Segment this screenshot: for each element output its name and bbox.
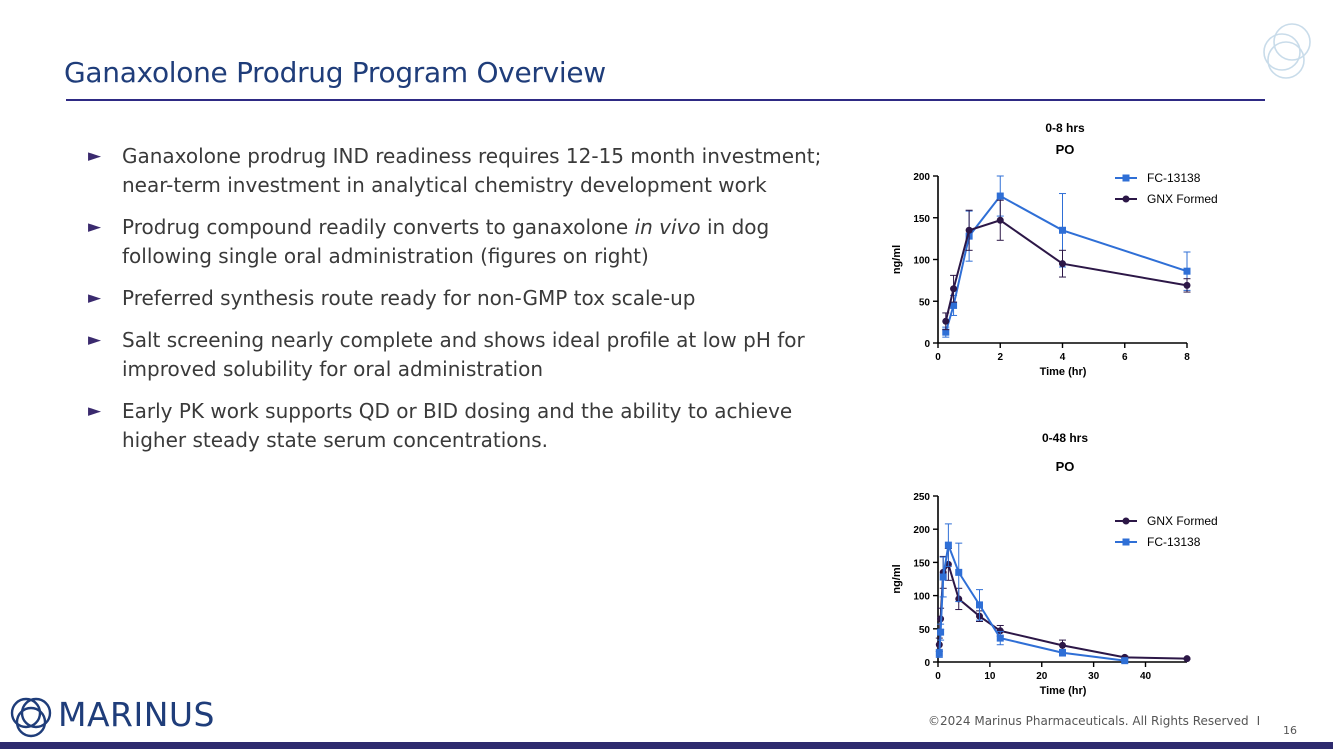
x-tick-label: 4 xyxy=(1060,352,1066,363)
legend-label: GNX Formed xyxy=(1147,192,1218,206)
bullet-text: Preferred synthesis route ready for non-… xyxy=(122,286,696,310)
x-tick-label: 0 xyxy=(935,671,941,682)
y-tick-label: 150 xyxy=(913,558,930,569)
footer-separator: I xyxy=(1256,714,1261,728)
y-tick-label: 0 xyxy=(924,658,930,669)
bullet-item: ► Prodrug compound readily converts to ga… xyxy=(88,213,848,271)
marinus-logo-icon xyxy=(10,697,52,738)
bullet-item: ► Early PK work supports QD or BID dosing… xyxy=(88,397,848,455)
copyright-text: ©2024 Marinus Pharmaceuticals. All Right… xyxy=(928,714,1249,728)
page-title: Ganaxolone Prodrug Program Overview xyxy=(64,56,606,89)
x-tick-label: 10 xyxy=(984,671,996,682)
data-point xyxy=(1183,281,1191,289)
data-point xyxy=(935,649,943,657)
bullet-item: ► Salt screening nearly complete and show… xyxy=(88,326,848,384)
data-point xyxy=(950,301,958,309)
data-point xyxy=(955,568,963,576)
bullet-text-italic: in vivo xyxy=(634,215,701,239)
data-point xyxy=(942,317,950,325)
x-tick-label: 40 xyxy=(1140,671,1152,682)
title-underline xyxy=(66,99,1265,101)
x-tick-label: 0 xyxy=(935,352,941,363)
data-point xyxy=(1183,655,1191,663)
data-point xyxy=(976,601,983,609)
data-point xyxy=(937,628,945,636)
bullet-text: Ganaxolone prodrug IND readiness require… xyxy=(122,144,822,197)
chart-subtitle: PO xyxy=(1056,459,1075,474)
data-point xyxy=(1059,260,1066,268)
series-fc-13138 xyxy=(942,175,1191,338)
data-point xyxy=(996,192,1004,200)
data-point xyxy=(965,226,973,234)
bullet-text: Early PK work supports QD or BID dosing … xyxy=(122,399,793,452)
y-tick-label: 100 xyxy=(913,256,930,267)
legend-marker xyxy=(1122,517,1130,525)
logo-text: MARINUS xyxy=(58,695,215,734)
copyright-footer: ©2024 Marinus Pharmaceuticals. All Right… xyxy=(928,714,1260,728)
x-tick-label: 30 xyxy=(1088,671,1100,682)
pk-chart-0-8hrs: 0-8 hrs PO 0 50 100 150 200 0 2 4 6 8 Time (hr) ng/ml… xyxy=(891,121,1218,378)
data-point xyxy=(939,573,947,581)
series-line xyxy=(944,194,1188,333)
y-tick-label: 200 xyxy=(913,525,930,536)
data-point xyxy=(996,627,1004,635)
data-point xyxy=(1059,641,1066,649)
series-fc-13138 xyxy=(935,523,1129,665)
y-axis-label: ng/ml xyxy=(891,245,903,274)
y-tick-label: 50 xyxy=(919,297,931,308)
page-number: 16 xyxy=(1283,724,1297,737)
y-tick-label: 150 xyxy=(913,214,930,225)
series-line xyxy=(938,541,1125,662)
y-axis-label: ng/ml xyxy=(891,564,903,593)
y-tick-label: 250 xyxy=(913,492,930,503)
bullet-arrow-icon: ► xyxy=(88,401,102,421)
pk-chart-0-48hrs: 0-48 hrs PO 0 50 100 150 200 250 0 10 20 30 40 Time (… xyxy=(891,431,1218,697)
bullet-text: in dog following single oral administrat… xyxy=(122,215,770,268)
decorative-circles-icon xyxy=(1263,23,1311,79)
x-tick-label: 6 xyxy=(1122,352,1128,363)
x-axis-label: Time (hr) xyxy=(1040,366,1087,378)
x-tick-label: 20 xyxy=(1036,671,1048,682)
y-tick-label: 0 xyxy=(924,339,930,350)
series-gnx-formed xyxy=(942,199,1191,331)
data-point xyxy=(942,328,950,336)
legend-marker xyxy=(1122,174,1130,182)
data-point xyxy=(996,634,1004,642)
data-point xyxy=(950,285,958,293)
bullet-text: Prodrug compound readily converts to gan… xyxy=(122,215,635,239)
chart-title: 0-8 hrs xyxy=(1045,121,1085,135)
legend-marker xyxy=(1122,195,1130,203)
y-tick-label: 100 xyxy=(913,592,930,603)
y-tick-label: 200 xyxy=(913,172,930,183)
chart-title: 0-48 hrs xyxy=(1042,431,1088,445)
bullet-arrow-icon: ► xyxy=(88,146,102,166)
data-point xyxy=(1059,226,1066,234)
bullet-list: ► Ganaxolone prodrug IND readiness requir… xyxy=(88,142,848,468)
bullet-arrow-icon: ► xyxy=(88,217,102,237)
data-point xyxy=(996,216,1004,224)
x-tick-label: 2 xyxy=(997,352,1003,363)
x-tick-label: 8 xyxy=(1184,352,1190,363)
series-gnx-formed xyxy=(935,547,1191,663)
data-point xyxy=(944,541,952,549)
bullet-arrow-icon: ► xyxy=(88,330,102,350)
legend-label: FC-13138 xyxy=(1147,535,1201,549)
series-line xyxy=(944,219,1188,322)
legend-label: FC-13138 xyxy=(1147,171,1201,185)
data-point xyxy=(1183,267,1191,275)
bullet-text: Salt screening nearly complete and shows… xyxy=(122,328,805,381)
y-tick-label: 50 xyxy=(919,625,931,636)
bullet-item: ► Preferred synthesis route ready for non… xyxy=(88,284,848,313)
bullet-arrow-icon: ► xyxy=(88,288,102,308)
bullet-item: ► Ganaxolone prodrug IND readiness requir… xyxy=(88,142,848,200)
chart-subtitle: PO xyxy=(1056,142,1075,157)
bottom-bar xyxy=(0,742,1333,749)
legend-marker xyxy=(1122,538,1130,546)
data-point xyxy=(1059,649,1066,657)
data-point xyxy=(1121,657,1129,665)
legend-label: GNX Formed xyxy=(1147,514,1218,528)
x-axis-label: Time (hr) xyxy=(1040,685,1087,697)
